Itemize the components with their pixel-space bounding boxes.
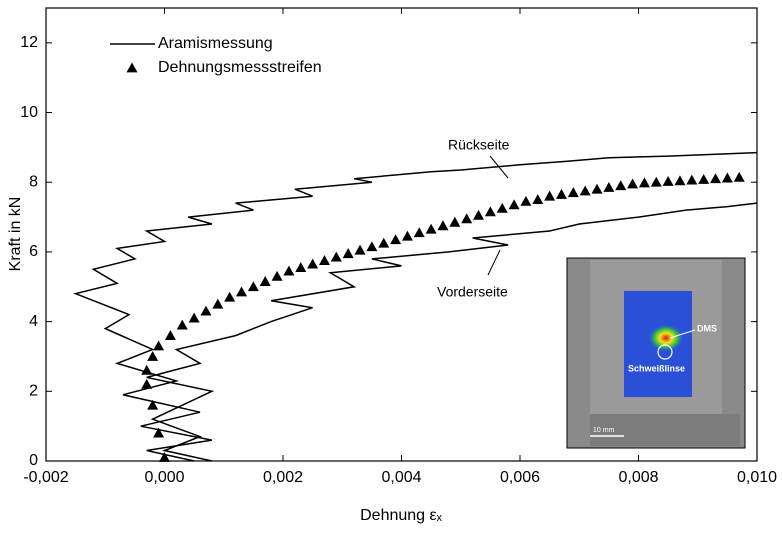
data-point: [295, 262, 307, 273]
data-point: [378, 237, 390, 248]
data-point: [247, 281, 259, 292]
data-point: [307, 258, 319, 269]
data-point: [710, 173, 722, 184]
data-point: [567, 187, 579, 198]
data-point: [638, 177, 650, 188]
y-tick-label: 2: [29, 383, 38, 400]
data-point: [283, 265, 295, 276]
data-point: [484, 206, 496, 217]
data-point: [508, 199, 520, 210]
y-tick-label: 10: [20, 104, 38, 121]
data-point: [141, 364, 153, 375]
data-point: [413, 227, 425, 238]
y-axis-label: Kraft in kN: [7, 197, 24, 272]
data-point: [603, 181, 615, 192]
data-point: [176, 319, 188, 330]
inset-photo: [566, 257, 746, 449]
data-point: [342, 248, 354, 259]
data-point: [390, 234, 402, 245]
y-tick-label: 0: [29, 452, 38, 469]
annotation: 10 mm: [593, 427, 615, 434]
legend-label: Dehnungsmessstreifen: [158, 59, 322, 76]
data-point: [401, 230, 413, 241]
data-point: [366, 241, 378, 252]
y-tick-label: 12: [20, 34, 38, 51]
x-tick-label: 0,010: [737, 469, 777, 486]
data-point: [224, 291, 236, 302]
data-point: [615, 180, 627, 191]
x-tick-label: 0,000: [144, 469, 184, 486]
y-tick-label: 8: [29, 173, 38, 190]
data-point: [698, 173, 710, 184]
data-point: [147, 350, 159, 361]
data-point: [271, 270, 283, 281]
x-tick-label: 0,002: [263, 469, 303, 486]
data-point: [200, 305, 212, 316]
data-point: [555, 188, 567, 199]
data-point: [532, 194, 544, 205]
data-point: [721, 172, 733, 183]
data-point: [153, 340, 165, 351]
leader-line: [487, 249, 501, 276]
data-point: [425, 223, 437, 234]
data-point: [153, 427, 165, 438]
data-point: [674, 175, 686, 186]
x-tick-label: 0,006: [500, 469, 540, 486]
x-tick-label: 0,004: [381, 469, 421, 486]
x-tick-label: 0,008: [618, 469, 658, 486]
data-line: [73, 151, 758, 462]
data-point: [544, 190, 556, 201]
data-point: [461, 213, 473, 224]
legend-swatch: [126, 62, 138, 73]
x-axis-label: Dehnung εₓ: [360, 507, 443, 524]
data-point: [147, 399, 159, 410]
data-point: [449, 216, 461, 227]
y-tick-label: 4: [29, 313, 38, 330]
data-point: [496, 202, 508, 213]
data-point: [141, 378, 153, 389]
data-point: [164, 330, 176, 340]
data-point: [159, 452, 170, 462]
data-point: [520, 195, 532, 206]
data-point: [354, 244, 366, 255]
data-point: [259, 276, 271, 286]
y-tick-label: 6: [29, 243, 38, 260]
data-point: [318, 255, 330, 266]
legend-label: Aramismessung: [158, 35, 273, 52]
data-point: [473, 209, 485, 220]
data-point: [650, 176, 662, 187]
data-point: [437, 220, 449, 231]
data-point: [627, 178, 639, 189]
data-point: [591, 183, 603, 194]
annotation: DMS: [697, 323, 717, 333]
data-point: [212, 298, 224, 309]
data-point: [188, 312, 200, 323]
annotation: Schweißlinse: [628, 363, 685, 373]
data-point: [662, 176, 674, 186]
data-point: [579, 185, 591, 196]
annotation: Vorderseite: [437, 284, 508, 300]
data-point: [236, 286, 248, 297]
data-point: [733, 171, 745, 182]
data-point: [330, 251, 342, 262]
data-point: [686, 174, 698, 185]
annotation: Rückseite: [448, 137, 510, 153]
x-tick-label: -0,002: [23, 469, 68, 486]
